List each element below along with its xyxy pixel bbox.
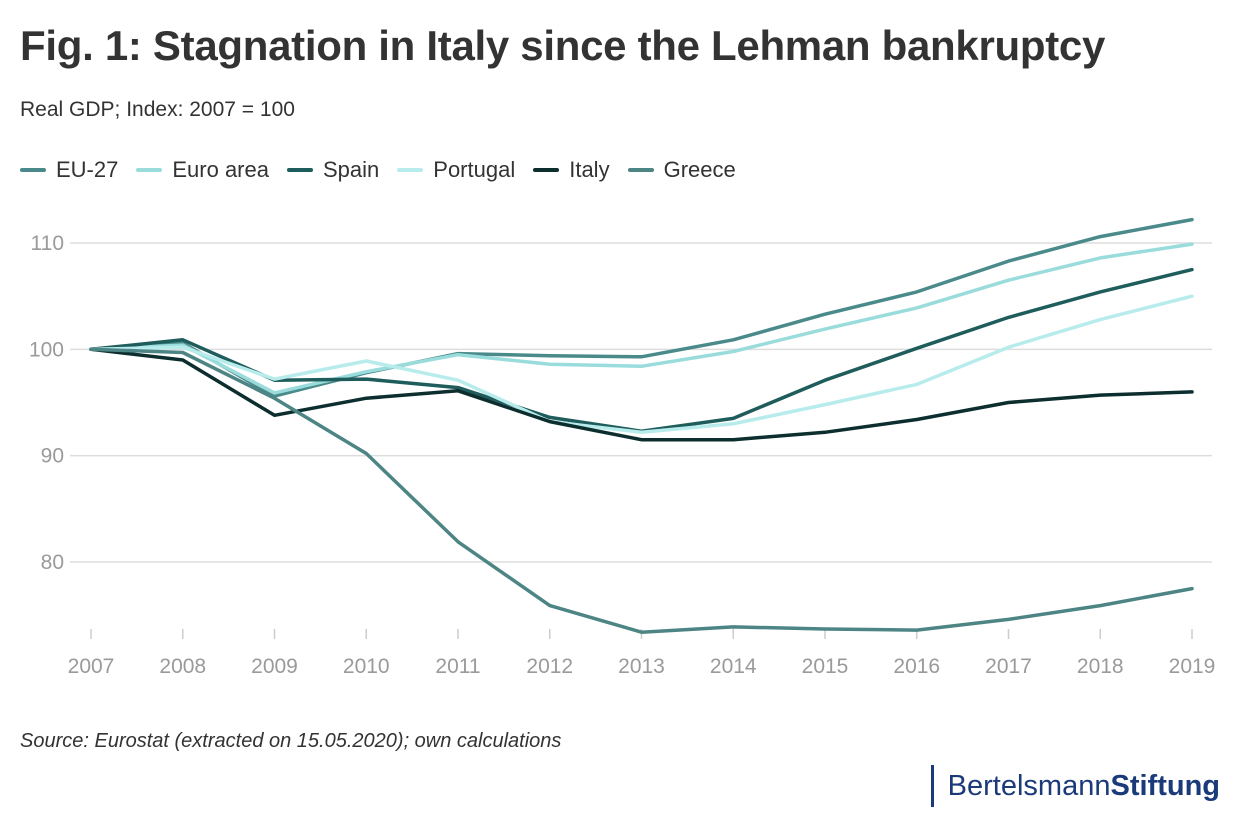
legend-label: Greece — [663, 157, 736, 182]
chart-legend: EU-27 Euro area Spain Portugal Italy Greece — [20, 157, 754, 183]
x-tick-label: 2014 — [710, 655, 757, 678]
legend-item: EU-27 — [20, 157, 118, 183]
series-lines — [89, 217, 1194, 634]
gridlines — [70, 242, 1212, 563]
y-axis-ticks: 80 90 100 110 — [29, 232, 64, 574]
x-tick-label: 2018 — [1077, 655, 1124, 678]
legend-label: Portugal — [433, 157, 516, 182]
legend-label: Spain — [322, 157, 380, 182]
y-tick-label: 100 — [29, 338, 64, 361]
legend-label: EU-27 — [56, 157, 119, 182]
y-tick-label: 110 — [31, 232, 64, 255]
x-tick-label: 2009 — [251, 655, 298, 678]
series-line-portugal — [89, 294, 1194, 435]
series-line-greece — [89, 347, 1194, 634]
x-tick-label: 2016 — [893, 655, 940, 678]
source-note: Source: Eurostat (extracted on 15.05.202… — [20, 730, 562, 752]
legend-item: Portugal — [397, 157, 515, 183]
chart-subtitle: Real GDP; Index: 2007 = 100 — [20, 98, 295, 121]
logo-text: BertelsmannStiftung — [948, 770, 1220, 803]
x-tick-label: 2017 — [985, 655, 1032, 678]
x-tick-label: 2008 — [159, 655, 206, 678]
legend-swatch — [533, 168, 560, 172]
series-line-euro-area — [89, 242, 1194, 395]
x-tick-label: 2012 — [526, 655, 573, 678]
logo-bar — [930, 765, 934, 807]
bertelsmann-logo: BertelsmannStiftung — [930, 764, 1220, 808]
legend-swatch — [397, 168, 424, 172]
chart-title: Fig. 1: Stagnation in Italy since the Le… — [20, 22, 1106, 69]
legend-swatch — [20, 168, 46, 172]
logo-part1: Bertelsmann — [947, 769, 1111, 802]
logo-part2: Stiftung — [1110, 769, 1220, 802]
legend-label: Italy — [569, 157, 610, 182]
legend-item: Spain — [286, 157, 380, 183]
x-tick-label: 2019 — [1169, 655, 1216, 678]
series-line-italy — [89, 347, 1194, 442]
x-tick-label: 2010 — [343, 655, 390, 678]
y-tick-label: 90 — [41, 445, 64, 468]
x-tick-label: 2007 — [68, 655, 115, 678]
series-line-spain — [89, 267, 1194, 433]
legend-swatch — [136, 168, 163, 172]
x-tick-label: 2015 — [802, 655, 849, 678]
legend-item: Italy — [533, 157, 610, 183]
legend-swatch — [627, 168, 654, 172]
x-tick-label: 2011 — [435, 655, 480, 678]
legend-item: Greece — [627, 157, 736, 183]
y-tick-label: 80 — [41, 551, 64, 574]
x-tick-label: 2013 — [618, 655, 665, 678]
legend-swatch — [286, 168, 313, 172]
series-line-eu-27 — [89, 217, 1194, 398]
legend-label: Euro area — [172, 157, 269, 182]
legend-item: Euro area — [136, 157, 269, 183]
x-axis-ticks: 2007 2008 2009 2010 2011 2012 2013 2014 2015 2016… — [68, 629, 1216, 678]
